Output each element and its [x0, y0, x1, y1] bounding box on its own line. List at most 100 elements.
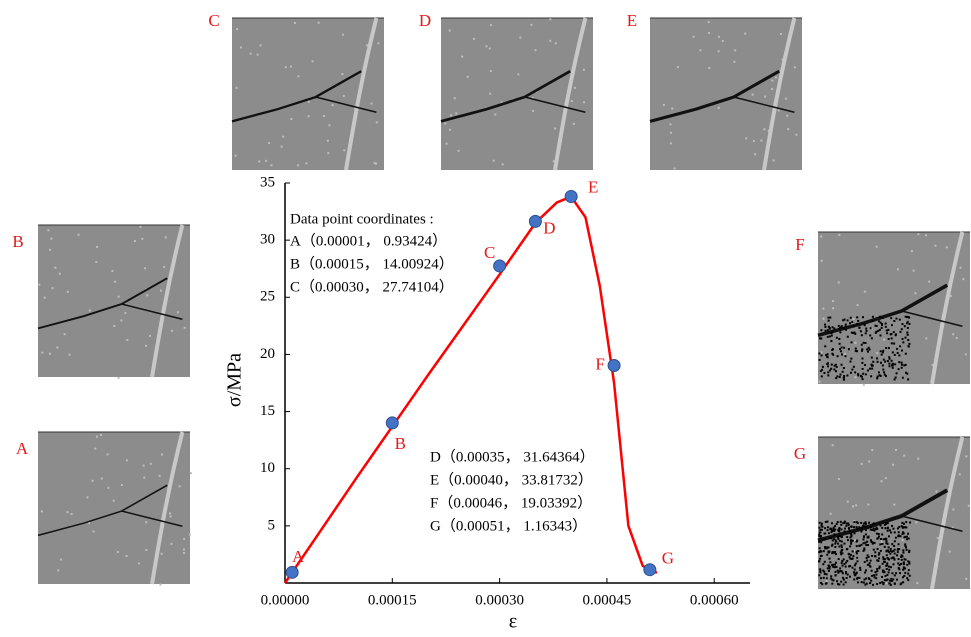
- damage: [885, 579, 888, 582]
- speck: [573, 86, 576, 89]
- speck: [445, 142, 448, 145]
- speck: [142, 464, 145, 467]
- damage: [902, 532, 905, 535]
- speck: [259, 44, 262, 47]
- damage: [870, 337, 873, 340]
- speck: [820, 235, 823, 238]
- damage: [895, 572, 898, 575]
- damage: [850, 331, 853, 334]
- speck: [785, 97, 788, 100]
- damage: [861, 526, 864, 529]
- damage: [818, 560, 821, 563]
- damage: [904, 546, 907, 549]
- damage: [896, 351, 899, 354]
- damage: [840, 326, 843, 329]
- speck: [297, 75, 300, 78]
- damage: [819, 528, 822, 531]
- damage: [839, 348, 842, 351]
- damage: [906, 316, 909, 319]
- damage: [891, 572, 894, 575]
- damage: [842, 522, 845, 525]
- damage: [830, 575, 833, 578]
- damage: [902, 522, 905, 525]
- damage: [900, 554, 903, 557]
- speck: [305, 162, 308, 165]
- speck: [914, 292, 917, 295]
- damage: [834, 528, 837, 531]
- damage: [856, 576, 859, 579]
- damage: [835, 561, 838, 564]
- speck: [572, 122, 575, 125]
- damage: [867, 563, 870, 566]
- damage: [825, 354, 828, 357]
- damage: [862, 535, 865, 538]
- damage: [865, 577, 868, 580]
- damage: [890, 317, 893, 320]
- damage: [824, 345, 827, 348]
- damage: [892, 549, 895, 552]
- speck: [125, 459, 128, 462]
- damage: [883, 579, 886, 582]
- speck: [552, 160, 555, 163]
- damage: [875, 532, 878, 535]
- crack-image: [231, 17, 384, 171]
- damage: [883, 371, 886, 374]
- damage: [820, 554, 823, 557]
- damage: [870, 579, 873, 582]
- damage: [893, 552, 896, 555]
- y-tick-label: 15: [260, 403, 275, 419]
- damage: [890, 332, 893, 335]
- annotation: C（0.00030， 27.74104）: [290, 278, 454, 295]
- damage: [858, 326, 861, 329]
- speck: [145, 549, 148, 552]
- damage: [864, 529, 867, 532]
- damage: [902, 576, 905, 579]
- damage: [902, 551, 905, 554]
- damage: [840, 553, 843, 556]
- speck: [54, 266, 57, 269]
- speck: [307, 100, 310, 103]
- speck: [912, 269, 915, 272]
- speck: [183, 537, 186, 540]
- damage: [908, 322, 911, 325]
- damage: [908, 551, 911, 554]
- damage: [887, 550, 890, 553]
- damage: [871, 367, 874, 370]
- speck: [176, 311, 179, 314]
- speck: [370, 102, 373, 105]
- damage: [882, 556, 885, 559]
- damage: [864, 332, 867, 335]
- damage: [897, 558, 900, 561]
- damage: [859, 330, 862, 333]
- damage: [829, 527, 832, 530]
- damage: [887, 571, 890, 574]
- damage: [905, 371, 908, 374]
- damage: [818, 531, 821, 534]
- vein: [553, 17, 588, 171]
- speck: [708, 66, 711, 69]
- damage: [886, 578, 889, 581]
- damage: [904, 352, 907, 355]
- speck: [871, 449, 874, 452]
- damage: [902, 568, 905, 571]
- damage: [835, 370, 838, 373]
- x-tick-label: 0.00045: [583, 592, 632, 608]
- damage: [836, 375, 839, 378]
- speck: [771, 79, 774, 82]
- damage: [820, 528, 823, 531]
- crack: [649, 69, 780, 123]
- damage: [887, 565, 890, 568]
- damage: [854, 371, 857, 374]
- speck: [139, 225, 142, 228]
- speck: [282, 135, 285, 138]
- damage: [905, 535, 908, 538]
- damage: [893, 545, 896, 548]
- speck: [935, 490, 938, 493]
- damage: [867, 346, 870, 349]
- speck: [239, 46, 242, 49]
- speck: [853, 539, 856, 542]
- speck: [341, 73, 344, 76]
- speck: [754, 153, 757, 156]
- damage: [819, 568, 822, 571]
- damage: [863, 560, 866, 563]
